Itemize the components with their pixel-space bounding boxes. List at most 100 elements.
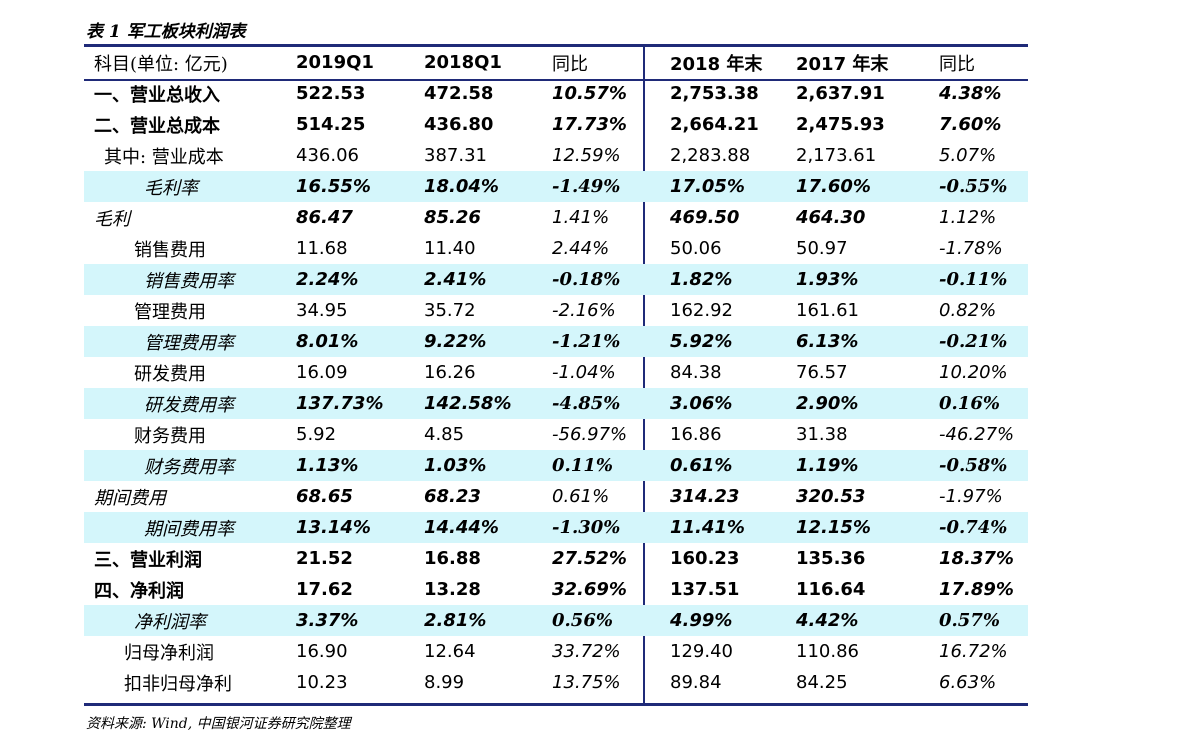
table-cell: -0.58% bbox=[939, 450, 1028, 481]
table-row-selling-expense-ratio: 销售费用率 2.24% 2.41% -0.18% 1.82% 1.93% -0.11% bbox=[84, 264, 1028, 295]
table-row-gross-profit: 毛利 86.47 85.26 1.41% 469.50 464.30 1.12% bbox=[84, 202, 1028, 233]
table-cell: 5.92% bbox=[659, 326, 796, 357]
table-cell: 16.86 bbox=[670, 424, 722, 445]
table-cell: 17.05% bbox=[659, 171, 796, 202]
table-row-finance-expense-ratio: 财务费用率 1.13% 1.03% 0.11% 0.61% 1.19% -0.58% bbox=[84, 450, 1028, 481]
table-row-finance-expense: 财务费用 5.92 4.85 -56.97% 16.86 31.38 -46.27% bbox=[84, 419, 1028, 450]
profit-table: 科目(单位: 亿元) 2019Q1 2018Q1 同比 2018 年末 2017… bbox=[84, 47, 1028, 698]
table-row-total-cost: 二、营业总成本 514.25 436.80 17.73% 2,664.21 2,475.9… bbox=[84, 109, 1028, 140]
table-cell: 436.06 bbox=[296, 145, 359, 166]
table-cell: 32.69% bbox=[552, 579, 627, 600]
table-row-attrib-net-profit: 归母净利润 16.90 12.64 33.72% 129.40 110.86 16.72% bbox=[84, 636, 1028, 667]
table-cell: 0.82% bbox=[939, 300, 997, 321]
table-row-rd-expense: 研发费用 16.09 16.26 -1.04% 84.38 76.57 10.20% bbox=[84, 357, 1028, 388]
table-cell: 84.38 bbox=[670, 362, 722, 383]
table-cell: 16.72% bbox=[939, 641, 1008, 662]
table-cell: 10.57% bbox=[552, 83, 627, 104]
table-cell: 17.60% bbox=[796, 171, 939, 202]
table-cell: 21.52 bbox=[296, 548, 353, 569]
table-cell: 50.97 bbox=[796, 238, 848, 259]
table-cell: 4.42% bbox=[796, 605, 939, 636]
row-label: 其中: 营业成本 bbox=[104, 146, 224, 168]
table-cell: 110.86 bbox=[796, 641, 859, 662]
table-cell: 0.57% bbox=[939, 605, 1028, 636]
row-label: 财务费用率 bbox=[84, 450, 296, 481]
table-cell: 16.90 bbox=[296, 641, 348, 662]
table-row-gross-margin: 毛利率 16.55% 18.04% -1.49% 17.05% 17.60% -0.55% bbox=[84, 171, 1028, 202]
table-cell: 17.89% bbox=[939, 579, 1014, 600]
table-cell: 16.55% bbox=[296, 171, 424, 202]
table-row-net-profit: 四、净利润 17.62 13.28 32.69% 137.51 116.64 17.89% bbox=[84, 574, 1028, 605]
source-note: 资料来源: Wind, 中国银河证券研究院整理 bbox=[86, 716, 351, 732]
table-cell: 1.41% bbox=[552, 207, 610, 228]
table-cell: 11.68 bbox=[296, 238, 348, 259]
table-cell: 50.06 bbox=[670, 238, 722, 259]
row-label: 期间费用 bbox=[94, 487, 166, 509]
table-cell: 387.31 bbox=[424, 145, 487, 166]
table-cell: 160.23 bbox=[670, 548, 740, 569]
header-rule bbox=[84, 79, 1028, 81]
table-cell: 1.12% bbox=[939, 207, 997, 228]
table-cell: 11.40 bbox=[424, 238, 476, 259]
table-cell: 5.07% bbox=[939, 145, 997, 166]
header-cell: 同比 bbox=[939, 53, 975, 75]
table-cell: 68.23 bbox=[424, 486, 481, 507]
row-label: 研发费用率 bbox=[84, 388, 296, 419]
table-cell: 161.61 bbox=[796, 300, 859, 321]
table-cell: 2,173.61 bbox=[796, 145, 877, 166]
table-cell: -1.49% bbox=[552, 171, 659, 202]
table-cell: 1.93% bbox=[796, 264, 939, 295]
table-cell: 320.53 bbox=[796, 486, 866, 507]
table-cell: 0.16% bbox=[939, 388, 1028, 419]
table-cell: 16.88 bbox=[424, 548, 481, 569]
table-cell: 514.25 bbox=[296, 114, 366, 135]
table-cell: 2.90% bbox=[796, 388, 939, 419]
table-cell: 35.72 bbox=[424, 300, 476, 321]
column-divider bbox=[643, 47, 645, 703]
row-label: 销售费用率 bbox=[84, 264, 296, 295]
table-cell: -1.97% bbox=[939, 486, 1003, 507]
table-cell: 12.15% bbox=[796, 512, 939, 543]
table-cell: 17.62 bbox=[296, 579, 353, 600]
table-cell: 7.60% bbox=[939, 114, 1002, 135]
table-row-admin-expense: 管理费用 34.95 35.72 -2.16% 162.92 161.61 0.82% bbox=[84, 295, 1028, 326]
table-cell: 135.36 bbox=[796, 548, 866, 569]
row-label: 归母净利润 bbox=[124, 642, 214, 664]
table-cell: 33.72% bbox=[552, 641, 621, 662]
table-cell: 6.63% bbox=[939, 672, 997, 693]
table-cell: -2.16% bbox=[552, 300, 616, 321]
table-cell: 12.64 bbox=[424, 641, 476, 662]
table-cell: -1.78% bbox=[939, 238, 1003, 259]
table-cell: 17.73% bbox=[552, 114, 627, 135]
table-cell: 469.50 bbox=[670, 207, 740, 228]
table-cell: 2.81% bbox=[424, 605, 552, 636]
table-cell: 86.47 bbox=[296, 207, 353, 228]
table-row-total-revenue: 一、营业总收入 522.53 472.58 10.57% 2,753.38 2,637.9… bbox=[84, 78, 1028, 109]
table-cell: 3.06% bbox=[659, 388, 796, 419]
table-cell: 1.13% bbox=[296, 450, 424, 481]
row-label: 扣非归母净利 bbox=[124, 673, 232, 695]
table-cell: 10.23 bbox=[296, 672, 348, 693]
table-cell: 1.19% bbox=[796, 450, 939, 481]
table-row-rd-expense-ratio: 研发费用率 137.73% 142.58% -4.85% 3.06% 2.90% 0.16% bbox=[84, 388, 1028, 419]
table-title: 表 1 军工板块利润表 bbox=[86, 22, 246, 42]
table-row-operating-cost: 其中: 营业成本 436.06 387.31 12.59% 2,283.88 2,173.… bbox=[84, 140, 1028, 171]
table-cell: 84.25 bbox=[796, 672, 848, 693]
row-label: 二、营业总成本 bbox=[94, 115, 220, 137]
table-cell: 18.04% bbox=[424, 171, 552, 202]
row-label: 管理费用 bbox=[134, 301, 206, 323]
table-cell: 34.95 bbox=[296, 300, 348, 321]
table-cell: -0.18% bbox=[552, 264, 659, 295]
table-cell: 13.75% bbox=[552, 672, 621, 693]
header-cell: 2017 年末 bbox=[796, 53, 889, 75]
table-row-selling-expense: 销售费用 11.68 11.40 2.44% 50.06 50.97 -1.78% bbox=[84, 233, 1028, 264]
row-label: 期间费用率 bbox=[84, 512, 296, 543]
row-label: 研发费用 bbox=[134, 363, 206, 385]
table-cell: 522.53 bbox=[296, 83, 366, 104]
table-cell: 16.26 bbox=[424, 362, 476, 383]
table-cell: -0.55% bbox=[939, 171, 1028, 202]
table-header-row: 科目(单位: 亿元) 2019Q1 2018Q1 同比 2018 年末 2017… bbox=[84, 47, 1028, 78]
table-cell: 27.52% bbox=[552, 548, 627, 569]
table-cell: 10.20% bbox=[939, 362, 1008, 383]
table-cell: 2,664.21 bbox=[670, 114, 759, 135]
